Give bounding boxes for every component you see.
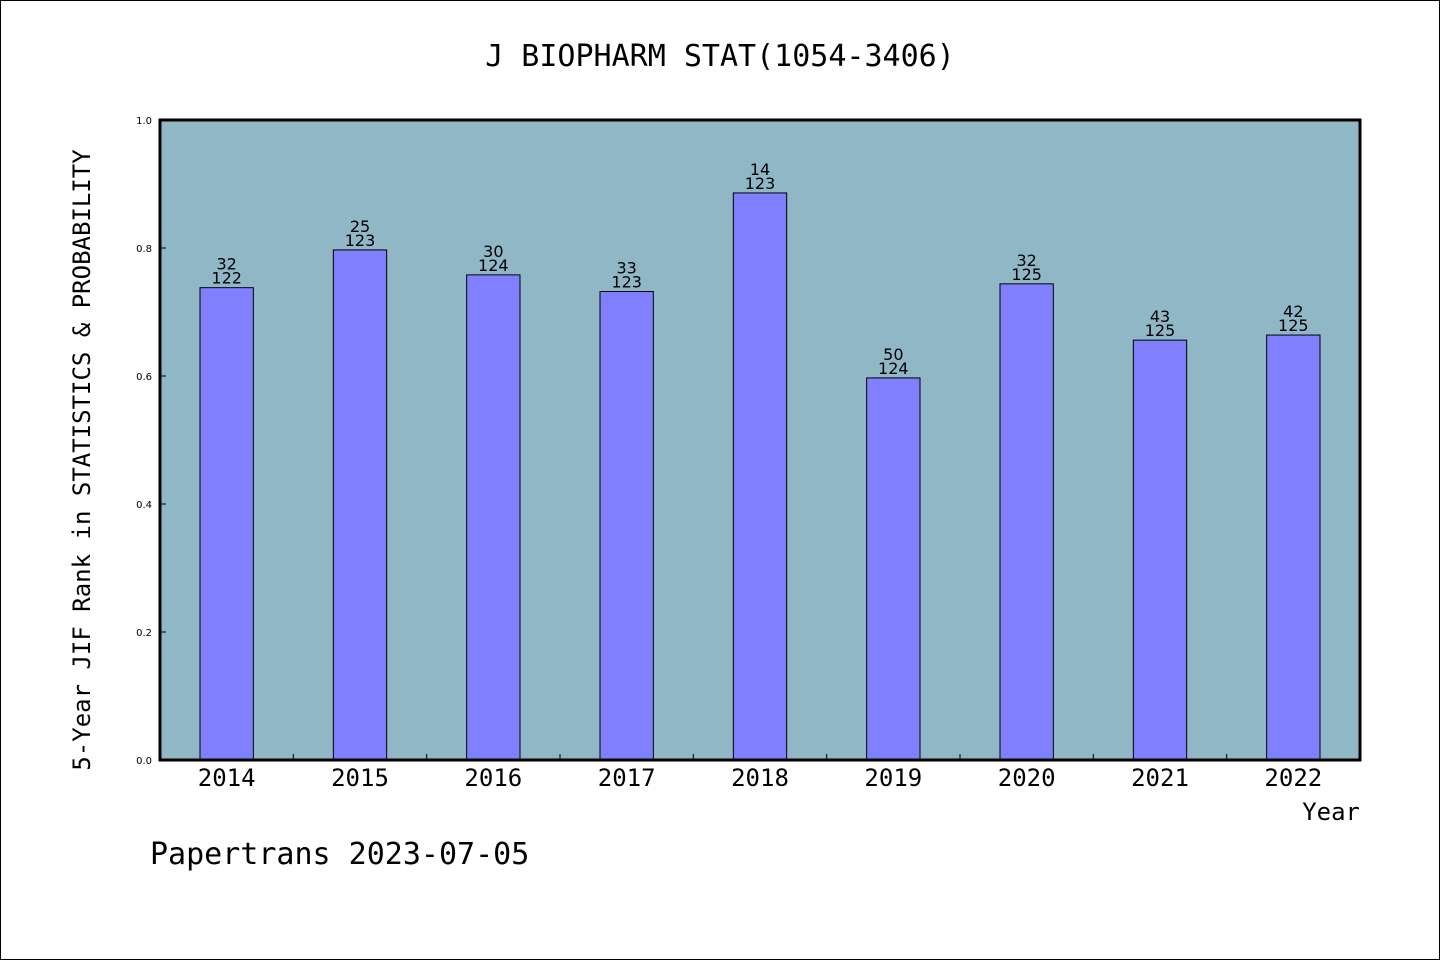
x-tick-label: 2016 xyxy=(464,764,522,792)
x-tick-label: 2020 xyxy=(998,764,1056,792)
bar-2016 xyxy=(466,274,521,761)
bar-total-label: 123 xyxy=(745,174,776,193)
chart-title: J BIOPHARM STAT(1054-3406) xyxy=(485,39,955,74)
footer-text: Papertrans 2023-07-05 xyxy=(150,837,529,872)
bar-rank-label: 30 xyxy=(483,242,503,261)
bar-2014 xyxy=(199,287,254,761)
x-tick-label: 2014 xyxy=(198,764,256,792)
bar-rank-label: 25 xyxy=(350,217,370,236)
bar-total-label: 124 xyxy=(878,359,909,378)
bar-total-label: 125 xyxy=(1011,265,1042,284)
x-tick-label: 2019 xyxy=(864,764,922,792)
y-tick-label: 0.6 xyxy=(136,372,152,383)
y-tick-label: 0.0 xyxy=(136,756,152,767)
bar-rank-label: 33 xyxy=(616,259,636,278)
bar-2019 xyxy=(866,377,921,761)
bar-total-label: 123 xyxy=(345,231,376,250)
bar-2020 xyxy=(999,283,1054,761)
x-tick-label: 2021 xyxy=(1131,764,1189,792)
plot-border xyxy=(158,118,1362,762)
y-tick-label: 0.4 xyxy=(136,500,152,511)
bar-rank-label: 50 xyxy=(883,345,903,364)
bar-2022 xyxy=(1266,334,1321,761)
bar-total-label: 122 xyxy=(211,269,242,288)
bar-rank-label: 32 xyxy=(1016,251,1036,270)
bar-total-label: 125 xyxy=(1278,316,1309,335)
bar-total-label: 125 xyxy=(1145,321,1176,340)
x-tick-label: 2022 xyxy=(1264,764,1322,792)
bar-2021 xyxy=(1132,339,1188,761)
x-tick-label: 2018 xyxy=(731,764,789,792)
bar-2017 xyxy=(599,291,654,761)
x-tick-label: 2015 xyxy=(331,764,389,792)
bar-rank-label: 32 xyxy=(216,255,236,274)
bar-rank-label: 14 xyxy=(750,160,770,179)
y-tick-label: 0.8 xyxy=(136,244,152,255)
y-axis-label: 5-Year JIF Rank in STATISTICS & PROBABIL… xyxy=(68,149,96,771)
bar-rank-label: 42 xyxy=(1283,302,1303,321)
bar-2018 xyxy=(732,192,788,761)
y-tick-label: 1.0 xyxy=(136,116,152,127)
x-tick-label: 2017 xyxy=(598,764,656,792)
y-tick-label: 0.2 xyxy=(136,628,152,639)
bars-group xyxy=(199,192,1321,761)
x-axis-label: Year xyxy=(1302,798,1360,826)
bar-2015 xyxy=(332,249,388,761)
x-axis-ticks: 2014 2015 2016 2017 2018 2019 2020 2021 2022 xyxy=(198,754,1322,792)
bar-rank-label: 43 xyxy=(1150,307,1170,326)
bar-total-label: 124 xyxy=(478,256,509,275)
bar-total-label: 123 xyxy=(611,273,642,292)
